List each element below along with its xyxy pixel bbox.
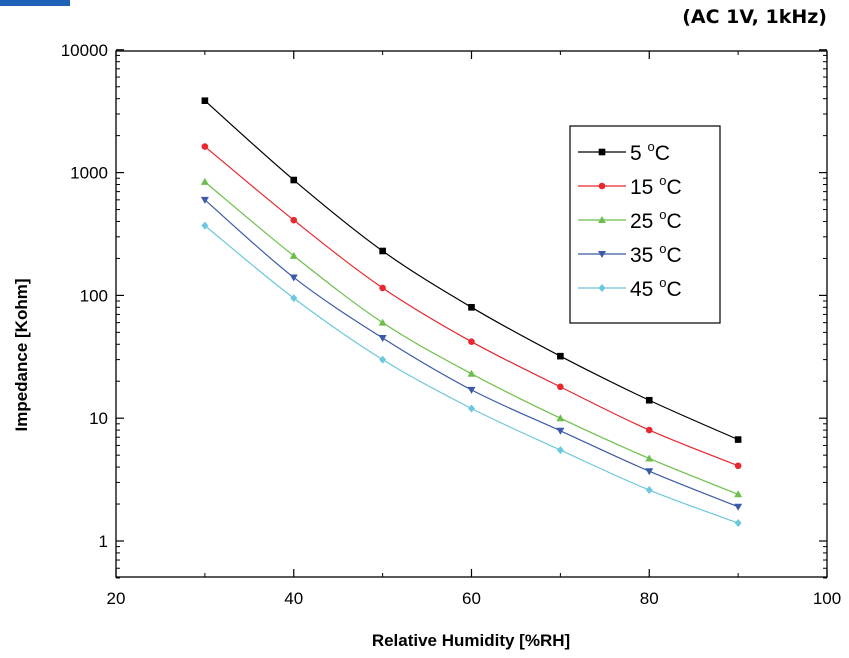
- legend-item-25c: 25 oC: [578, 207, 682, 233]
- corner-accent-mark: [0, 0, 70, 6]
- axes: 20 40 60 80 100 1 10 100 1000 10000: [61, 41, 841, 608]
- data-point: [556, 446, 564, 455]
- data-point: [734, 436, 742, 443]
- legend-marker: [598, 148, 606, 156]
- data-point: [645, 396, 653, 404]
- data-point: [290, 216, 298, 224]
- data-point: [200, 177, 209, 185]
- data-point: [645, 454, 654, 462]
- data-point: [200, 196, 209, 204]
- legend-label: 25 oC: [630, 207, 682, 233]
- legend-label: 15 oC: [630, 173, 682, 199]
- data-point: [379, 247, 386, 255]
- legend-item-15c: 15 oC: [578, 173, 682, 199]
- data-point: [556, 414, 565, 422]
- data-point: [290, 176, 298, 184]
- data-point: [645, 426, 653, 434]
- data-point: [468, 404, 475, 413]
- data-point: [378, 318, 387, 326]
- data-point: [379, 355, 387, 364]
- x-axis-title: Relative Humidity [%RH]: [372, 631, 570, 650]
- data-point: [468, 304, 475, 311]
- x-tick-label: 80: [640, 589, 659, 608]
- data-point: [556, 427, 565, 435]
- y-tick-label: 10000: [61, 41, 108, 60]
- y-tick-label: 10: [89, 409, 108, 428]
- data-point: [290, 294, 298, 303]
- data-point: [379, 284, 386, 292]
- legend-item-45c: 45 oC: [578, 275, 682, 301]
- data-point: [467, 386, 476, 394]
- data-point: [645, 486, 653, 495]
- measurement-conditions: (AC 1V, 1kHz): [682, 6, 827, 28]
- data-point: [378, 334, 387, 342]
- data-point: [289, 274, 298, 282]
- series-layer: [200, 97, 743, 528]
- legend-marker: [598, 251, 606, 258]
- legend-marker: [598, 284, 606, 292]
- legend-marker: [598, 216, 606, 223]
- legend-marker: [598, 182, 606, 190]
- data-point: [467, 369, 476, 377]
- data-point: [734, 462, 742, 470]
- series-45c: [201, 221, 742, 528]
- legend-item-35c: 35 oC: [578, 241, 682, 267]
- data-point: [468, 338, 475, 345]
- y-tick-label: 1: [99, 532, 108, 551]
- legend-label: 45 oC: [630, 275, 682, 301]
- data-point: [645, 468, 654, 476]
- series-15c: [201, 143, 742, 470]
- series-35c: [200, 196, 743, 511]
- series-5c: [201, 97, 742, 443]
- x-tick-label: 40: [284, 589, 303, 608]
- data-point: [557, 383, 564, 391]
- data-point: [201, 143, 209, 150]
- series-25c: [200, 177, 743, 498]
- data-point: [557, 352, 564, 360]
- x-tick-label: 20: [107, 589, 126, 608]
- y-tick-label: 1000: [70, 164, 108, 183]
- y-axis-title: Impedance [Kohm]: [12, 278, 31, 431]
- y-tick-label: 100: [80, 286, 108, 305]
- data-point: [734, 519, 742, 528]
- data-point: [201, 221, 209, 230]
- x-tick-label: 100: [813, 589, 841, 608]
- legend-label: 35 oC: [630, 241, 682, 267]
- data-point: [734, 503, 743, 511]
- data-point: [201, 97, 209, 105]
- legend-box: [569, 125, 721, 324]
- x-tick-label: 60: [462, 589, 481, 608]
- data-point: [289, 251, 298, 259]
- data-point: [734, 490, 743, 498]
